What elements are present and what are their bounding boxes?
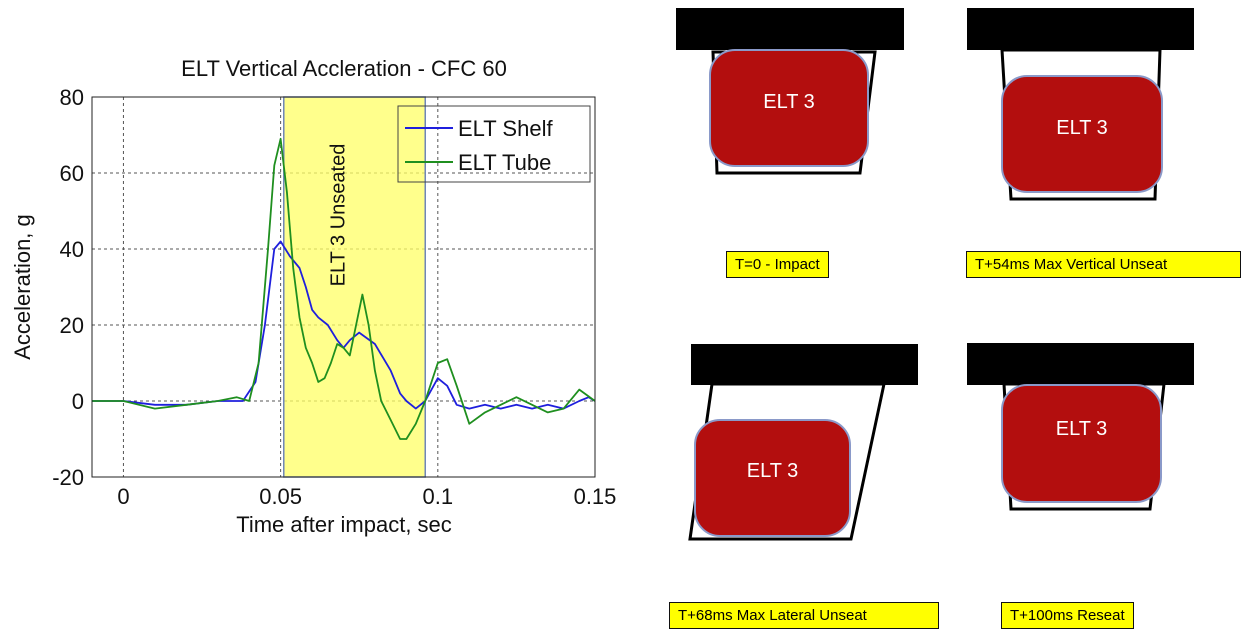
plot-frame: [91, 96, 596, 478]
legend: ELT Shelf ELT Tube: [397, 105, 591, 183]
y-tick-label: 20: [60, 313, 84, 338]
legend-label-tube: ELT Tube: [458, 150, 551, 175]
mount-bar: [967, 8, 1194, 50]
y-tick-label: 80: [60, 85, 84, 110]
x-tick-label: 0.15: [574, 484, 617, 509]
chart-title: ELT Vertical Accleration - CFC 60: [181, 56, 507, 81]
x-tick-label: 0: [117, 484, 129, 509]
caption: T+54ms Max Vertical Unseat: [966, 251, 1241, 278]
shaded-region: [283, 96, 426, 478]
y-tick-label: 40: [60, 237, 84, 262]
mount-bar: [967, 343, 1194, 385]
mount-bar: [691, 344, 918, 385]
y-tick-label: 60: [60, 161, 84, 186]
elt-unit: ELT 3: [1001, 384, 1162, 503]
elt-unit-label: ELT 3: [763, 90, 815, 113]
mount-bar: [676, 8, 904, 50]
x-axis-label: Time after impact, sec: [236, 512, 452, 537]
y-tick-label: 0: [72, 389, 84, 414]
caption: T+68ms Max Lateral Unseat: [669, 602, 939, 629]
elt-unit-label: ELT 3: [1055, 418, 1108, 440]
shaded-region-label: ELT 3 Unseated: [328, 144, 350, 287]
caption: T=0 - Impact: [726, 251, 829, 278]
elt-unit-label: ELT 3: [746, 459, 799, 482]
y-axis-label: Acceleration, g: [10, 214, 35, 360]
tick-labels: 0 0.05 0.1 0.15 -20 0 20 40 60 80: [52, 85, 616, 509]
elt-unit: ELT 3: [694, 419, 851, 537]
elt-unit-label: ELT 3: [1056, 116, 1108, 139]
elt-unit: ELT 3: [709, 49, 869, 167]
legend-box: [397, 105, 591, 183]
elt-unit: ELT 3: [1001, 75, 1163, 193]
acceleration-chart: ELT Vertical Accleration - CFC 60 0 0.05 0…: [10, 56, 616, 537]
legend-label-shelf: ELT Shelf: [458, 116, 553, 141]
caption: T+100ms Reseat: [1001, 602, 1134, 629]
unseated-region: [283, 96, 426, 478]
series-lines: [92, 137, 596, 440]
series-line-tube: [92, 137, 596, 440]
y-tick-label: -20: [52, 465, 84, 490]
x-tick-label: 0.05: [259, 484, 302, 509]
x-tick-label: 0.1: [423, 484, 454, 509]
